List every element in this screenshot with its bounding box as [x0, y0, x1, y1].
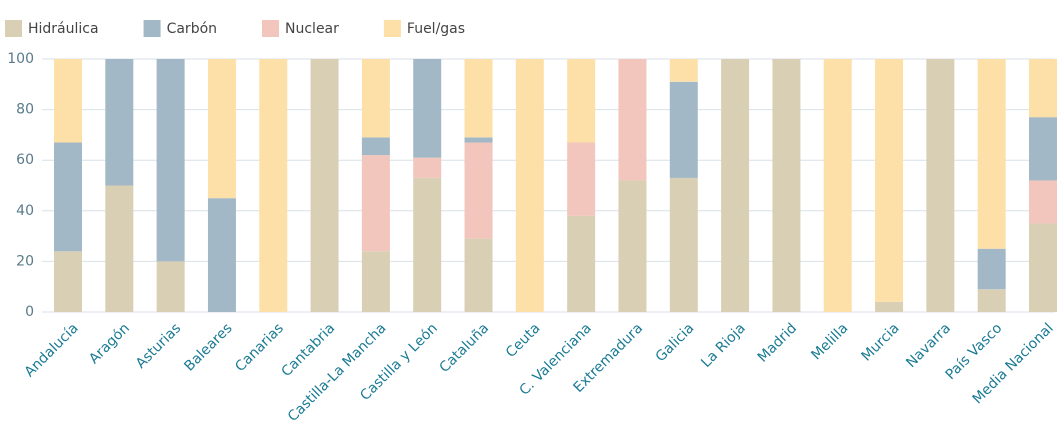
bar-segment [875, 59, 904, 302]
bar-segment [207, 198, 236, 312]
x-tick-label: Cataluña [437, 320, 493, 376]
bar-segment [156, 59, 185, 262]
bar-segment [772, 59, 801, 312]
bar-segment [823, 59, 852, 312]
bar-segment [361, 251, 390, 312]
x-tick-label: Ceuta [503, 320, 544, 361]
y-tick-label: 80 [16, 102, 34, 118]
legend-swatch [262, 20, 280, 37]
x-tick-label: Melilla [808, 320, 851, 363]
bar-segment [54, 251, 82, 312]
y-tick-label: 20 [16, 253, 34, 269]
bar-segment [669, 81, 698, 178]
x-tick-label: Castilla-La Mancha [285, 320, 390, 425]
bar-segment [259, 59, 288, 312]
x-tick-label: Madrid [755, 320, 800, 365]
bar-segment [669, 59, 698, 82]
x-tick-label: Galicia [653, 320, 698, 365]
bar-segment [105, 59, 134, 186]
bar-segment [464, 142, 493, 239]
bar-segment [567, 142, 596, 216]
legend-swatch [5, 20, 22, 37]
bar-segment [156, 261, 185, 312]
bar-segment [464, 238, 493, 312]
legend-swatch [143, 20, 161, 37]
x-tick-label: Canarias [232, 320, 287, 375]
bar-segment [618, 180, 647, 312]
bar-segment [669, 177, 698, 312]
bar-segment [567, 59, 596, 143]
x-tick-label: Baleares [181, 320, 235, 374]
bar-segment [207, 59, 236, 199]
bar-segment [977, 248, 1006, 290]
bar-segment [875, 301, 904, 312]
bar-segment [54, 142, 82, 252]
bar-segment [567, 215, 596, 312]
bar-segment [361, 137, 390, 156]
y-tick-label: 100 [7, 51, 34, 67]
bar-segment [977, 59, 1006, 249]
bar-segment [361, 155, 390, 252]
bar-segment [464, 137, 493, 143]
x-tick-label: La Rioja [698, 320, 749, 371]
x-tick-label: Navarra [903, 320, 954, 371]
x-tick-label: Andalucía [22, 320, 82, 380]
bar-segment [926, 59, 955, 312]
legend-label: Nuclear [285, 21, 339, 37]
x-tick-label: Murcia [858, 320, 902, 364]
bar-segment [1029, 117, 1057, 181]
x-tick-label: Aragón [86, 320, 133, 367]
legend-label: Carbón [167, 21, 217, 37]
legend-label: Hidráulica [28, 21, 99, 37]
bar-segment [413, 177, 442, 312]
legend-label: Fuel/gas [407, 21, 465, 37]
bar-segment [310, 59, 339, 312]
y-tick-label: 40 [16, 203, 34, 219]
bar-segment [413, 59, 442, 158]
bar-segment [515, 59, 544, 312]
x-tick-label: Asturias [133, 320, 184, 371]
bar-segment [361, 59, 390, 138]
bar-segment [1029, 59, 1057, 118]
bar-segment [721, 59, 750, 312]
legend-swatch [383, 20, 401, 37]
bar-segment [618, 59, 647, 181]
bar-segment [1029, 223, 1057, 312]
bar-segment [413, 157, 442, 178]
bar-segment [464, 59, 493, 138]
bar-segment [977, 289, 1006, 312]
bar-segment [105, 185, 134, 312]
y-tick-label: 60 [16, 152, 34, 168]
bar-segment [54, 59, 82, 143]
bar-segment [1029, 180, 1057, 224]
y-tick-label: 0 [25, 304, 34, 320]
